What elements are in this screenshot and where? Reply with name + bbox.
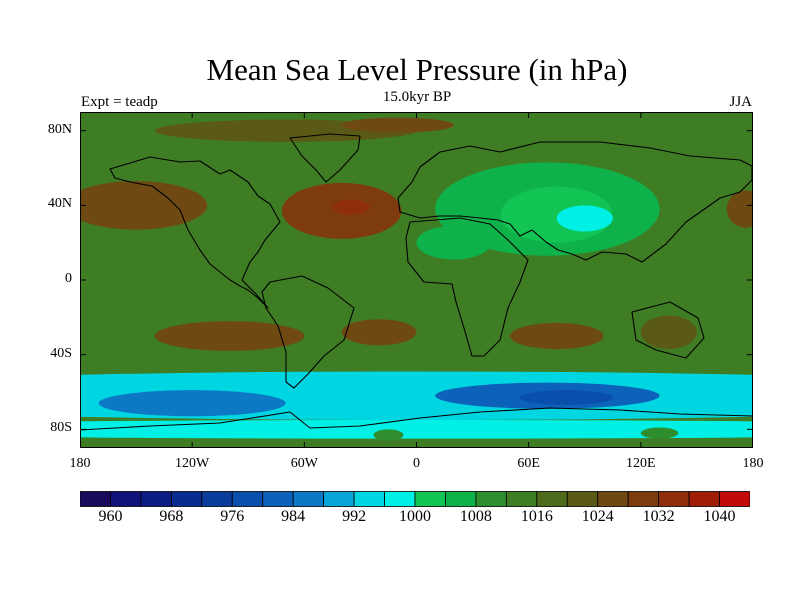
pressure-region (341, 319, 417, 346)
colorbar-swatch (414, 491, 446, 507)
colorbar-swatch (475, 491, 507, 507)
pressure-region (640, 315, 697, 350)
lat-tick-label: 0 (65, 271, 72, 286)
pressure-region (640, 427, 679, 439)
lon-tick-label: 120E (626, 456, 656, 471)
coastline-africa (405, 217, 529, 357)
pressure-region (519, 390, 613, 406)
lat-tick-label: 80S (50, 420, 72, 436)
coastline-north-america (109, 156, 281, 309)
colorbar-swatch (597, 491, 629, 507)
lon-tick-label: 60W (290, 456, 318, 471)
colorbar-label: 1040 (703, 508, 736, 525)
colorbar-label: 992 (342, 508, 367, 525)
coastline-greenland (289, 133, 361, 183)
colorbar-swatch (688, 491, 720, 507)
pressure-region (416, 225, 492, 260)
colorbar-swatch (201, 491, 233, 507)
pressure-region (726, 190, 753, 228)
colorbar-swatch (353, 491, 385, 507)
pressure-region (80, 420, 753, 439)
plot-title: Mean Sea Level Pressure (in hPa) (206, 52, 628, 87)
coastline-south-america (261, 275, 355, 389)
colorbar-label: 1000 (399, 508, 431, 525)
season-label: JJA (729, 94, 752, 110)
colorbar-swatch (627, 491, 660, 507)
pressure-region (373, 429, 404, 441)
coastline-eurasia (397, 141, 753, 263)
colorbar-swatch (80, 491, 111, 507)
pressure-map (80, 112, 753, 448)
colorbar-swatch (719, 491, 750, 507)
colorbar-swatch (323, 491, 355, 507)
lon-tick-label: 120W (175, 456, 210, 471)
plot-subtitle: 15.0kyr BP (382, 89, 452, 105)
pressure-region (154, 321, 305, 351)
colorbar-swatch (505, 491, 538, 507)
pressure-region (332, 199, 370, 215)
colorbar-swatch (170, 491, 203, 507)
colorbar-swatch (231, 491, 264, 507)
colorbar-swatch (384, 491, 416, 507)
coastline-antarctica (80, 407, 753, 431)
colorbar-label: 1032 (642, 508, 675, 525)
lon-tick-label: 0 (413, 456, 420, 471)
lat-tick-label: 40N (47, 196, 72, 212)
axis-ticks (80, 112, 753, 448)
colorbar-swatch (536, 491, 568, 507)
colorbar-swatch (140, 491, 172, 507)
pressure-region (80, 181, 208, 230)
pressure-region (98, 390, 286, 417)
coastline-australia (631, 301, 705, 359)
lat-tick-label: 40S (50, 345, 72, 361)
colorbar-swatch (262, 491, 294, 507)
lon-tick-label: 180 (742, 456, 764, 471)
colorbar-label: 976 (220, 508, 245, 525)
pressure-region (556, 205, 613, 232)
colorbar-swatch (292, 491, 325, 507)
colorbar-swatch (658, 491, 690, 507)
colorbar-label: 1008 (459, 508, 492, 525)
lon-tick-label: 60E (517, 456, 540, 471)
colorbar-swatch (566, 491, 599, 507)
colorbar-label: 1016 (520, 508, 553, 525)
colorbar-swatch (110, 491, 142, 507)
colorbar-label: 1024 (581, 508, 614, 525)
coastlines (80, 133, 753, 431)
colorbar-label: 968 (159, 508, 184, 525)
experiment-label: Expt = teadp (81, 94, 158, 110)
pressure-field (80, 112, 753, 448)
colorbar-label: 960 (98, 508, 123, 525)
lon-tick-label: 180 (69, 456, 91, 471)
pressure-region (509, 322, 604, 350)
pressure-region (341, 117, 454, 133)
colorbar-swatch (445, 491, 477, 507)
colorbar (80, 491, 750, 507)
colorbar-label: 984 (281, 508, 306, 525)
lat-tick-label: 80N (47, 121, 72, 137)
